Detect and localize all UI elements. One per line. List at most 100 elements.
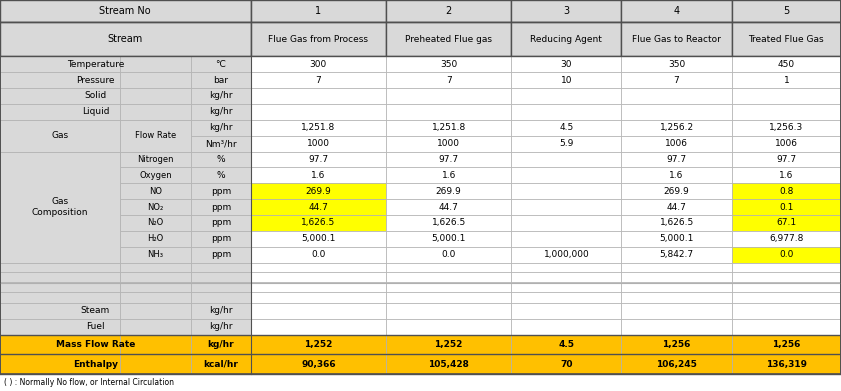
- Text: 269.9: 269.9: [305, 187, 331, 196]
- Bar: [621, 151, 732, 167]
- Bar: [511, 303, 621, 319]
- Bar: [251, 292, 386, 303]
- Text: 450: 450: [778, 60, 795, 69]
- Bar: [732, 263, 841, 273]
- Bar: [191, 199, 251, 215]
- Bar: [386, 22, 511, 56]
- Text: kg/hr: kg/hr: [208, 340, 234, 349]
- Bar: [621, 247, 732, 263]
- Bar: [120, 292, 191, 303]
- Bar: [251, 88, 386, 104]
- Bar: [511, 282, 621, 292]
- Bar: [251, 263, 386, 273]
- Bar: [191, 319, 251, 335]
- Text: kcal/hr: kcal/hr: [204, 360, 238, 369]
- Text: 1,256.3: 1,256.3: [770, 123, 803, 132]
- Text: ppm: ppm: [210, 234, 231, 243]
- Bar: [191, 167, 251, 183]
- Text: 1,626.5: 1,626.5: [431, 219, 466, 228]
- Bar: [191, 282, 251, 292]
- Bar: [732, 0, 841, 22]
- Bar: [0, 56, 120, 72]
- Bar: [191, 72, 251, 88]
- Bar: [732, 183, 841, 199]
- Bar: [191, 151, 251, 167]
- Text: 30: 30: [561, 60, 572, 69]
- Bar: [120, 354, 191, 374]
- Text: 136,319: 136,319: [766, 360, 807, 369]
- Bar: [732, 151, 841, 167]
- Bar: [120, 231, 191, 247]
- Text: kg/hr: kg/hr: [209, 307, 232, 316]
- Text: 4.5: 4.5: [559, 123, 574, 132]
- Bar: [732, 88, 841, 104]
- Bar: [511, 319, 621, 335]
- Text: 10: 10: [561, 75, 572, 84]
- Bar: [511, 247, 621, 263]
- Bar: [621, 22, 732, 56]
- Bar: [0, 199, 120, 215]
- Text: 106,245: 106,245: [656, 360, 697, 369]
- Bar: [0, 335, 120, 354]
- Bar: [386, 303, 511, 319]
- Bar: [0, 282, 120, 292]
- Bar: [386, 167, 511, 183]
- Bar: [0, 183, 120, 199]
- Bar: [251, 56, 386, 72]
- Bar: [511, 88, 621, 104]
- Bar: [732, 215, 841, 231]
- Text: 1,256: 1,256: [772, 340, 801, 349]
- Text: Treated Flue Gas: Treated Flue Gas: [748, 34, 824, 44]
- Bar: [386, 263, 511, 273]
- Text: H₂O: H₂O: [147, 234, 164, 243]
- Bar: [120, 120, 191, 151]
- Text: 1.6: 1.6: [669, 171, 684, 180]
- Bar: [732, 319, 841, 335]
- Bar: [386, 247, 511, 263]
- Bar: [621, 273, 732, 282]
- Bar: [191, 56, 251, 72]
- Bar: [511, 231, 621, 247]
- Bar: [621, 292, 732, 303]
- Text: 97.7: 97.7: [309, 155, 328, 164]
- Text: kg/hr: kg/hr: [209, 107, 232, 116]
- Bar: [386, 282, 511, 292]
- Text: 7: 7: [674, 75, 680, 84]
- Bar: [0, 292, 120, 303]
- Bar: [386, 273, 511, 282]
- Text: Flow Rate: Flow Rate: [135, 131, 177, 140]
- Bar: [732, 292, 841, 303]
- Bar: [0, 273, 120, 282]
- Text: 105,428: 105,428: [428, 360, 469, 369]
- Bar: [251, 167, 386, 183]
- Bar: [386, 0, 511, 22]
- Bar: [120, 303, 191, 319]
- Bar: [511, 273, 621, 282]
- Bar: [191, 183, 251, 199]
- Text: 44.7: 44.7: [667, 203, 686, 212]
- Bar: [511, 167, 621, 183]
- Bar: [621, 0, 732, 22]
- Text: 269.9: 269.9: [664, 187, 690, 196]
- Bar: [511, 56, 621, 72]
- Bar: [251, 72, 386, 88]
- Bar: [120, 335, 191, 354]
- Text: 44.7: 44.7: [309, 203, 328, 212]
- Text: Reducing Agent: Reducing Agent: [531, 34, 602, 44]
- Bar: [120, 319, 191, 335]
- Text: 5,842.7: 5,842.7: [659, 250, 694, 259]
- Text: 7: 7: [446, 75, 452, 84]
- Text: 1.6: 1.6: [442, 171, 456, 180]
- Text: NH₃: NH₃: [147, 250, 164, 259]
- Bar: [251, 215, 386, 231]
- Text: 4: 4: [674, 6, 680, 16]
- Text: °C: °C: [215, 60, 226, 69]
- Text: 5,000.1: 5,000.1: [659, 234, 694, 243]
- Text: kg/hr: kg/hr: [209, 123, 232, 132]
- Bar: [732, 303, 841, 319]
- Text: Pressure: Pressure: [77, 75, 114, 84]
- Bar: [621, 231, 732, 247]
- Text: 70: 70: [560, 360, 573, 369]
- Bar: [251, 120, 386, 136]
- Text: ppm: ppm: [210, 250, 231, 259]
